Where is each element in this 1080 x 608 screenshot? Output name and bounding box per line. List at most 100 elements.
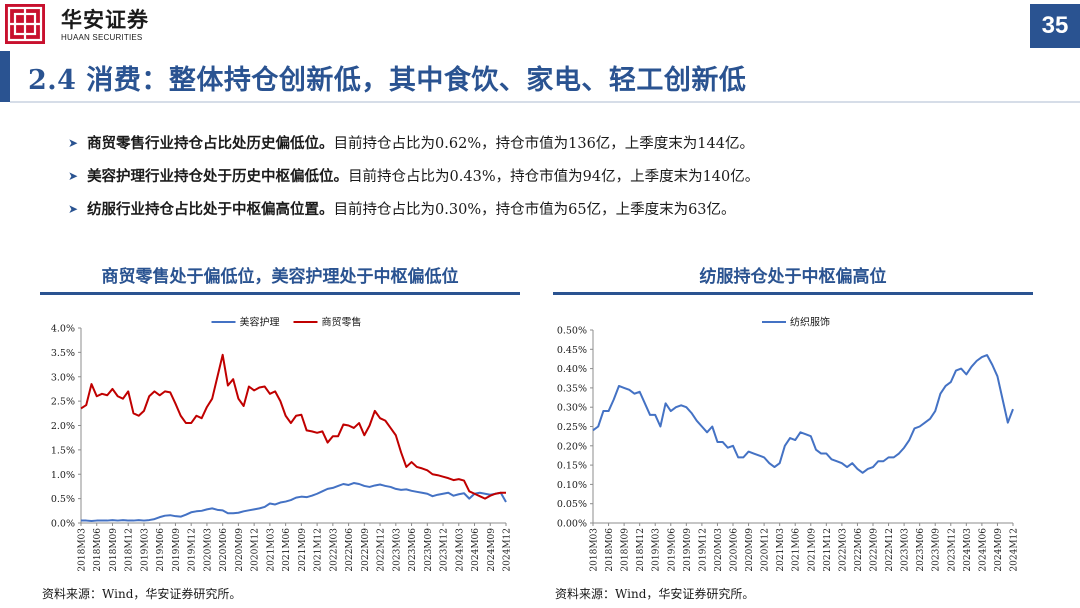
x-tick-label: 2019M12 (698, 528, 708, 572)
data-point (505, 492, 507, 494)
data-point (159, 394, 161, 396)
data-point (306, 496, 308, 498)
data-point (206, 406, 208, 408)
x-tick-label: 2022M03 (838, 528, 848, 572)
y-tick-label: 0.30% (557, 403, 587, 414)
x-tick-label: 2018M12 (636, 528, 646, 572)
y-tick-label: 0.15% (557, 461, 587, 472)
data-point (618, 385, 620, 387)
data-point (774, 466, 776, 468)
data-point (660, 426, 662, 428)
data-point (442, 476, 444, 478)
data-point (264, 506, 266, 508)
data-point (342, 424, 344, 426)
data-point (117, 395, 119, 397)
data-point (363, 434, 365, 436)
x-tick-label: 2020M12 (251, 528, 261, 572)
data-point (800, 431, 802, 433)
bullet-item: ➤ 纺服行业持仓占比处于中枢偏高位置。 目前持仓占比为0.30%，持仓市值为65… (68, 192, 1058, 225)
data-point (238, 512, 240, 514)
data-point (143, 410, 145, 412)
data-point (122, 519, 124, 521)
data-point (180, 415, 182, 417)
data-point (138, 519, 140, 521)
data-point (426, 469, 428, 471)
data-point (269, 503, 271, 505)
data-point (484, 493, 486, 495)
x-tick-label: 2022M03 (329, 528, 339, 572)
data-point (732, 445, 734, 447)
bullet-list: ➤ 商贸零售行业持仓占比处历史偏低位。 目前持仓占比为0.62%，持仓市值为13… (68, 126, 1058, 225)
x-tick-label: 2024M03 (455, 528, 465, 572)
data-point (432, 495, 434, 497)
x-tick-label: 2024M12 (503, 528, 513, 572)
data-point (1002, 399, 1004, 401)
data-point (489, 495, 491, 497)
y-tick-label: 3.0% (51, 372, 75, 383)
data-point (400, 489, 402, 491)
data-point (311, 495, 313, 497)
legend-label: 美容护理 (240, 316, 280, 329)
x-tick-label: 2021M12 (823, 528, 833, 572)
bullet-text: 目前持仓占比为0.30%，持仓市值为65亿，上季度末为63亿。 (333, 202, 736, 218)
x-tick-label: 2018M06 (93, 528, 103, 572)
data-point (426, 493, 428, 495)
x-tick-label: 2023M09 (424, 528, 434, 572)
data-point (264, 386, 266, 388)
x-tick-label: 2020M06 (730, 528, 740, 572)
arrow-bullet-icon: ➤ (68, 135, 79, 150)
data-point (421, 468, 423, 470)
left-chart-rule (40, 292, 520, 295)
series-line (81, 482, 507, 523)
y-tick-label: 0.45% (557, 345, 587, 356)
left-source-note: 资料来源：Wind，华安证券研究所。 (42, 587, 242, 601)
x-tick-label: 2022M12 (885, 528, 895, 572)
x-tick-label: 2024M12 (1010, 528, 1020, 572)
data-point (924, 422, 926, 424)
data-point (395, 434, 397, 436)
data-point (411, 461, 413, 463)
data-point (353, 482, 355, 484)
data-point (217, 509, 219, 511)
y-tick-label: 0.50% (557, 326, 587, 337)
data-point (259, 387, 261, 389)
data-point (154, 518, 156, 520)
data-point (914, 428, 916, 430)
y-tick-label: 0.00% (557, 519, 587, 530)
bullet-text: 目前持仓占比为0.43%，持仓市值为94亿，上季度末为140亿。 (348, 169, 760, 185)
bullet-text: 目前持仓占比为0.62%，持仓市值为136亿，上季度末为144亿。 (333, 136, 754, 152)
data-point (138, 415, 140, 417)
data-point (248, 509, 250, 511)
data-point (592, 429, 594, 431)
y-tick-label: 1.5% (51, 445, 75, 456)
y-tick-label: 0.0% (51, 519, 75, 530)
data-point (628, 389, 630, 391)
y-tick-label: 1.0% (51, 470, 75, 481)
data-point (680, 404, 682, 406)
x-tick-label: 2018M12 (125, 528, 135, 572)
data-point (190, 511, 192, 513)
data-point (106, 520, 108, 522)
data-point (447, 477, 449, 479)
data-point (395, 488, 397, 490)
data-point (222, 509, 224, 511)
y-tick-label: 0.5% (51, 494, 75, 505)
data-point (670, 410, 672, 412)
data-point (789, 437, 791, 439)
data-point (122, 398, 124, 400)
data-point (701, 426, 703, 428)
data-point (722, 441, 724, 443)
data-point (649, 414, 651, 416)
y-tick-label: 2.5% (51, 397, 75, 408)
data-point (390, 427, 392, 429)
data-point (374, 485, 376, 487)
x-tick-label: 2020M09 (745, 528, 755, 572)
y-tick-label: 3.5% (51, 348, 75, 359)
data-point (327, 488, 329, 490)
data-point (222, 354, 224, 356)
data-point (742, 456, 744, 458)
data-point (127, 390, 129, 392)
data-point (758, 455, 760, 457)
data-point (248, 386, 250, 388)
y-tick-label: 0.35% (557, 383, 587, 394)
